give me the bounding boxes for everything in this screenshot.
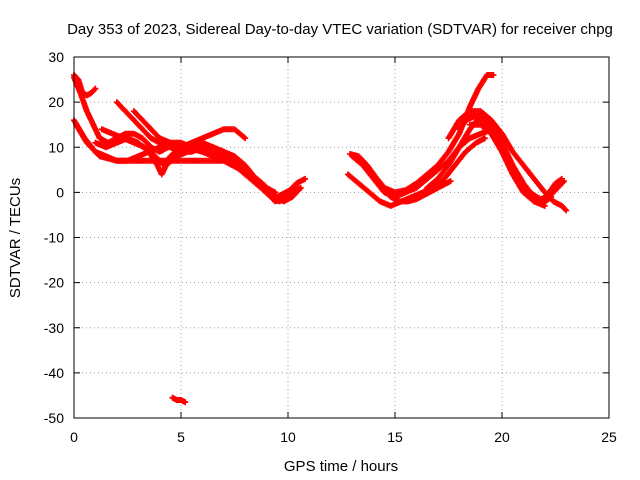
chart-title: Day 353 of 2023, Sidereal Day-to-day VTE… bbox=[67, 21, 613, 38]
x-tick-label: 15 bbox=[387, 429, 403, 445]
series-sat-i bbox=[169, 394, 189, 406]
data-point bbox=[242, 135, 249, 142]
x-axis-label: GPS time / hours bbox=[284, 458, 398, 475]
data-point bbox=[563, 207, 570, 214]
y-tick-label: -40 bbox=[44, 365, 64, 381]
y-tick-label: 30 bbox=[48, 49, 64, 65]
y-tick-label: -10 bbox=[44, 230, 64, 246]
y-tick-label: 0 bbox=[56, 184, 64, 200]
axis-ticks: 0 5 10 15 20 25 -50 -40 -30 -20 -10 0 10 20 30 bbox=[44, 49, 617, 445]
data-point bbox=[289, 189, 296, 196]
data-point bbox=[561, 178, 568, 185]
data-point bbox=[562, 206, 569, 213]
data-point bbox=[91, 86, 98, 93]
y-tick-label: -50 bbox=[44, 410, 64, 426]
grid bbox=[74, 57, 609, 418]
data-point bbox=[541, 202, 548, 209]
y-axis-label: SDTVAR / TECUs bbox=[7, 178, 24, 298]
x-tick-label: 10 bbox=[280, 429, 296, 445]
data-point bbox=[490, 72, 497, 79]
data-point bbox=[182, 399, 189, 406]
x-tick-label: 5 bbox=[177, 429, 185, 445]
y-tick-label: 20 bbox=[48, 94, 64, 110]
data-point bbox=[297, 184, 304, 191]
data-point bbox=[559, 179, 566, 186]
data-point bbox=[241, 134, 248, 141]
series-sat-h bbox=[130, 108, 296, 205]
data-point bbox=[302, 175, 309, 182]
data-point bbox=[548, 193, 555, 200]
y-tick-label: -20 bbox=[44, 275, 64, 291]
data-point bbox=[447, 178, 454, 185]
data-point bbox=[296, 185, 303, 192]
data-marks bbox=[71, 72, 570, 406]
series-sat-s bbox=[477, 117, 548, 209]
y-tick-label: 10 bbox=[48, 139, 64, 155]
series-sat-g bbox=[113, 99, 304, 205]
data-point bbox=[481, 135, 488, 142]
x-tick-label: 20 bbox=[494, 429, 510, 445]
plot-frame bbox=[73, 56, 610, 419]
x-tick-label: 0 bbox=[70, 429, 78, 445]
y-tick-label: -30 bbox=[44, 320, 64, 336]
data-point bbox=[291, 184, 298, 191]
x-tick-label: 25 bbox=[601, 429, 617, 445]
data-point bbox=[92, 85, 99, 92]
